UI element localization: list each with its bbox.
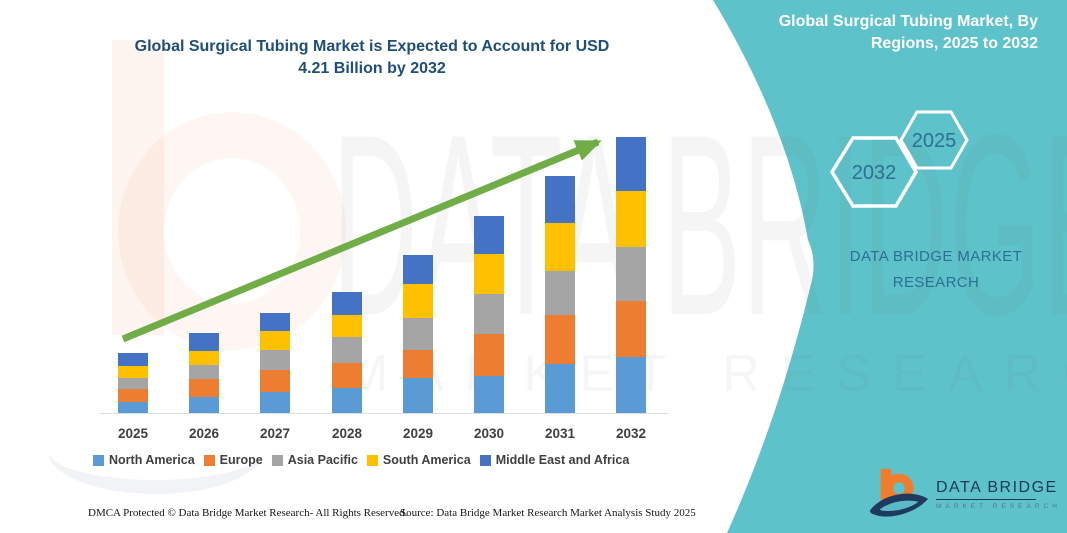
bar-segment (474, 293, 504, 334)
bar-segment (118, 401, 148, 413)
bar-segment (260, 350, 290, 370)
bar-segment (332, 363, 362, 389)
x-axis-label: 2032 (615, 426, 647, 441)
bar-segment (474, 254, 504, 294)
bar-segment (545, 315, 575, 365)
legend-swatch-icon (271, 454, 283, 466)
side-panel-heading-line2: Regions, 2025 to 2032 (870, 35, 1038, 52)
legend-swatch-icon (93, 454, 104, 466)
legend-label: North America (109, 453, 195, 467)
bar-segment (616, 357, 646, 413)
x-axis-label: 2028 (331, 426, 363, 441)
company-logo-rule (936, 498, 1036, 500)
company-logo: DATA BRIDGE MARKET RESEARCH (868, 466, 1061, 522)
x-axis-line (100, 413, 668, 414)
bar-segment (189, 332, 219, 352)
legend-item: North America (93, 453, 195, 467)
bar-segment (189, 378, 219, 397)
x-axis-label: 2029 (402, 426, 434, 441)
legend-item: Europe (203, 453, 263, 467)
brand-text-line2: RESEARCH (892, 274, 980, 291)
dmca-notice: DMCA Protected © Data Bridge Market Rese… (88, 507, 408, 519)
legend-label: Middle East and Africa (495, 453, 630, 467)
legend-label: Asia Pacific (287, 453, 358, 467)
legend-label: South America (382, 453, 471, 467)
bar-segment (403, 350, 433, 379)
legend-swatch-icon (203, 454, 215, 466)
legend-label: Europe (219, 453, 263, 467)
bar-segment (403, 254, 433, 284)
brand-text: DATA BRIDGE MARKET RESEARCH (838, 244, 1034, 296)
chart-title-line2: 4.21 Billion by 2032 (298, 60, 446, 77)
bar-segment (260, 392, 290, 413)
bar-segment (332, 388, 362, 413)
x-axis-label: 2027 (259, 426, 291, 441)
company-logo-icon (869, 468, 929, 517)
bar-segment (189, 365, 219, 379)
company-logo-subtext: MARKET RESEARCH (936, 502, 1061, 510)
bar-segment (118, 353, 148, 366)
bar-segment (189, 351, 219, 366)
company-logo-name: DATA BRIDGE (936, 478, 1058, 496)
legend-item: Middle East and Africa (479, 453, 630, 467)
side-panel-heading: Global Surgical Tubing Market, By Region… (748, 11, 1038, 55)
bar-segment (189, 396, 219, 413)
chart-legend: North America Europe Asia Pacific South Ame… (93, 453, 629, 467)
bar-segment (403, 378, 433, 413)
bar-segment (616, 136, 646, 191)
legend-swatch-icon (479, 454, 491, 466)
bar-segment (403, 317, 433, 351)
bar-segment (474, 375, 504, 413)
watermark-small-text: MARKET RESEARCH (345, 345, 1067, 403)
bar-segment (545, 176, 575, 223)
bar-segment (545, 364, 575, 413)
bar-segment (118, 378, 148, 390)
bar-segment (260, 331, 290, 351)
chart-title-line1: Global Surgical Tubing Market is Expecte… (134, 38, 610, 55)
bar-segment (545, 222, 575, 271)
bar-segment (474, 215, 504, 255)
x-axis-label: 2026 (188, 426, 220, 441)
bar-segment (118, 365, 148, 379)
side-panel-heading-line1: Global Surgical Tubing Market, By (778, 13, 1038, 30)
bar-segment (118, 389, 148, 402)
bar-segment (474, 333, 504, 376)
company-logo-text: DATA BRIDGE MARKET RESEARCH (936, 479, 1061, 510)
bar-segment (332, 292, 362, 316)
source-note: Source: Data Bridge Market Research Mark… (400, 507, 696, 519)
chart-title: Global Surgical Tubing Market is Expecte… (72, 36, 672, 80)
bar-segment (403, 283, 433, 318)
bar-segment (545, 270, 575, 316)
bar-segment (332, 315, 362, 337)
bar-segment (260, 312, 290, 331)
x-axis-label: 2031 (544, 426, 576, 441)
bar-segment (616, 247, 646, 302)
bar-segment (332, 336, 362, 364)
bar-segment (616, 301, 646, 358)
legend-item: South America (366, 453, 471, 467)
x-axis-label: 2030 (473, 426, 505, 441)
legend-item: Asia Pacific (271, 453, 358, 467)
brand-text-line1: DATA BRIDGE MARKET (849, 248, 1023, 265)
bar-segment (260, 369, 290, 392)
legend-swatch-icon (366, 454, 378, 466)
bar-segment (616, 190, 646, 248)
x-axis-label: 2025 (117, 426, 149, 441)
